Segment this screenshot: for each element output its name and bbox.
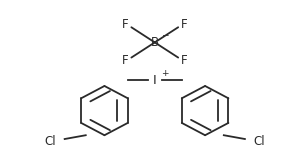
Text: −: − [161,31,169,40]
Text: F: F [122,18,129,31]
Text: Cl: Cl [44,135,56,148]
Text: F: F [181,18,187,31]
Text: Cl: Cl [254,135,265,148]
Text: F: F [122,54,129,67]
Text: B: B [151,36,159,49]
Text: I: I [153,74,157,87]
Text: +: + [161,69,168,78]
Text: F: F [181,54,187,67]
